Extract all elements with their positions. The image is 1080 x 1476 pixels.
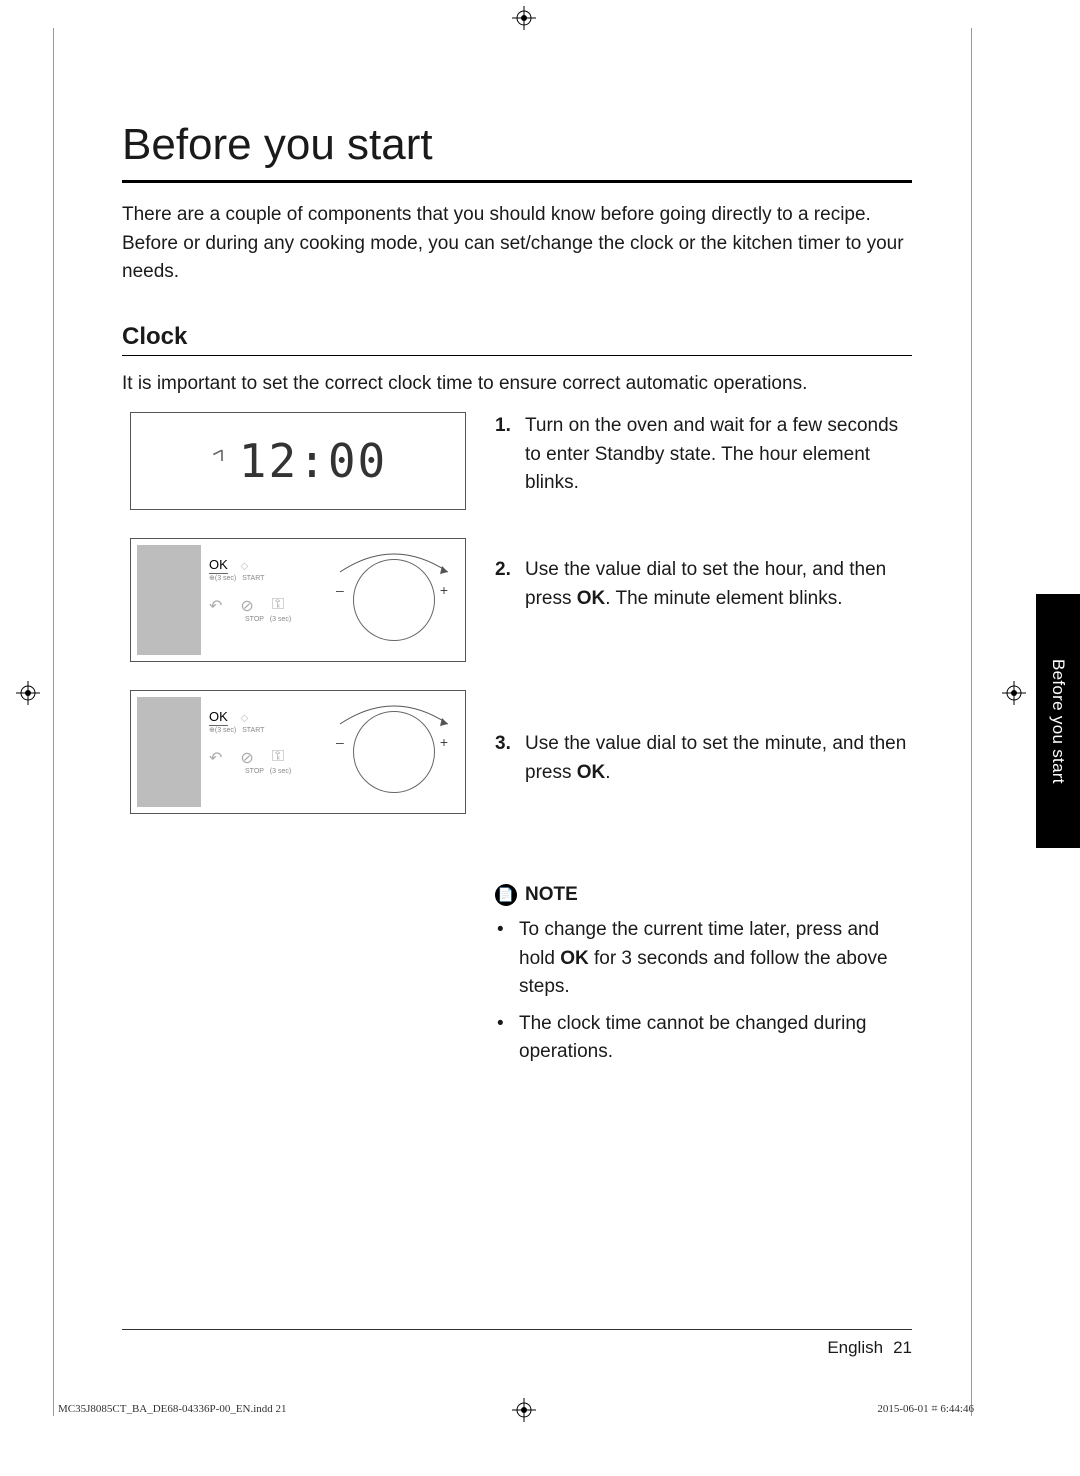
clock-intro: It is important to set the correct clock… bbox=[122, 370, 912, 399]
value-dial: – + bbox=[323, 691, 465, 813]
notes-list: To change the current time later, press … bbox=[495, 916, 912, 1067]
panel-buttons: OK ◇ ⊕(3 sec) START ↶ ⊘ ⚿ STOP (3 sec) bbox=[201, 691, 323, 813]
registration-mark-left bbox=[16, 681, 40, 705]
lcd-time: 12:00 bbox=[239, 434, 387, 488]
dial-plus: + bbox=[440, 582, 448, 598]
dial-minus: – bbox=[336, 582, 344, 598]
start-icon: ◇ bbox=[241, 561, 249, 572]
print-file: MC35J8085CT_BA_DE68-04336P-00_EN.indd 21 bbox=[58, 1403, 287, 1416]
note-heading: 📄 NOTE bbox=[495, 884, 912, 906]
dial-arc-icon bbox=[334, 546, 454, 574]
stop-icon: ⊘ bbox=[240, 596, 253, 616]
side-tab: Before you start bbox=[1036, 594, 1080, 848]
back-icon: ↶ bbox=[209, 748, 222, 768]
page-footer: English 21 bbox=[122, 1329, 912, 1358]
control-panel-diagram-2: OK ◇ ⊕(3 sec) START ↶ ⊘ ⚿ STOP (3 sec) bbox=[130, 690, 466, 814]
panel-grey-block bbox=[137, 545, 201, 655]
display-diagram: 12:00 bbox=[130, 412, 466, 510]
ok-label: OK bbox=[209, 709, 228, 726]
step-1: Turn on the oven and wait for a few seco… bbox=[495, 412, 912, 512]
dial-arc-icon bbox=[334, 698, 454, 726]
footer-language: English bbox=[827, 1338, 883, 1358]
intro-text: There are a couple of components that yo… bbox=[122, 201, 912, 287]
dial-minus: – bbox=[336, 734, 344, 750]
print-stamp: 2015-06-01 ⌗ 6:44:46 bbox=[877, 1403, 974, 1416]
steps-column: Turn on the oven and wait for a few seco… bbox=[495, 412, 912, 1075]
clock-icon bbox=[209, 448, 235, 474]
control-panel-diagram-1: OK ◇ ⊕(3 sec) START ↶ ⊘ ⚿ STOP (3 sec) bbox=[130, 538, 466, 662]
footer-page-number: 21 bbox=[893, 1338, 912, 1358]
crop-guide-right bbox=[971, 28, 972, 1416]
value-dial: – + bbox=[323, 539, 465, 661]
page-content: Before you start There are a couple of c… bbox=[122, 120, 912, 1075]
dial-plus: + bbox=[440, 734, 448, 750]
stop-icon: ⊘ bbox=[240, 748, 253, 768]
panel-grey-block bbox=[137, 697, 201, 807]
crop-guide-left bbox=[53, 28, 54, 1416]
step-3: Use the value dial to set the minute, an… bbox=[495, 730, 912, 840]
registration-mark-right bbox=[1002, 681, 1026, 705]
step-2: Use the value dial to set the hour, and … bbox=[495, 556, 912, 686]
ok-label: OK bbox=[209, 557, 228, 574]
lock-icon: ⚿ bbox=[272, 748, 284, 768]
note-1: To change the current time later, press … bbox=[519, 916, 912, 1002]
note-2: The clock time cannot be changed during … bbox=[519, 1010, 912, 1067]
note-icon: 📄 bbox=[495, 884, 517, 906]
page-title: Before you start bbox=[122, 120, 912, 183]
lcd-readout: 12:00 bbox=[131, 413, 465, 509]
registration-mark-top bbox=[512, 6, 536, 30]
diagrams-column: 12:00 OK ◇ ⊕(3 sec) START ↶ ⊘ bbox=[122, 412, 467, 1075]
lock-icon: ⚿ bbox=[272, 596, 284, 616]
print-footer: MC35J8085CT_BA_DE68-04336P-00_EN.indd 21… bbox=[58, 1403, 974, 1416]
steps-list: Turn on the oven and wait for a few seco… bbox=[495, 412, 912, 840]
start-icon: ◇ bbox=[241, 713, 249, 724]
back-icon: ↶ bbox=[209, 596, 222, 616]
section-heading-clock: Clock bbox=[122, 323, 912, 356]
panel-buttons: OK ◇ ⊕(3 sec) START ↶ ⊘ ⚿ STOP (3 sec) bbox=[201, 539, 323, 661]
